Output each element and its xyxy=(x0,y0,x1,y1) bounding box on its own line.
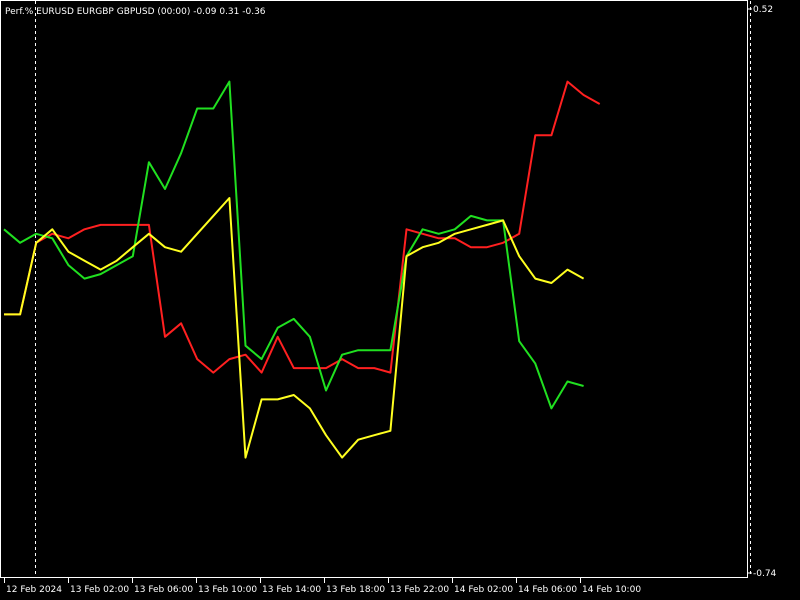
series-line-eurgbp xyxy=(3,80,584,410)
x-tick-label: 13 Feb 02:00 xyxy=(70,585,129,595)
y-axis: 0.52 -0.74 xyxy=(748,5,777,579)
x-tick-label: 14 Feb 10:00 xyxy=(582,585,641,595)
x-tick-label: 13 Feb 14:00 xyxy=(262,585,321,595)
plot-frame xyxy=(0,0,748,578)
x-tick-label: 13 Feb 18:00 xyxy=(326,585,385,595)
y-tick-label: -0.74 xyxy=(753,569,777,579)
x-tick-label: 14 Feb 02:00 xyxy=(454,585,513,595)
series-layer xyxy=(3,80,601,459)
y-tick-label: 0.52 xyxy=(753,5,773,15)
x-tick-label: 13 Feb 10:00 xyxy=(198,585,257,595)
x-axis: 12 Feb 2024 13 Feb 02:00 13 Feb 06:00 13 Fe… xyxy=(4,578,641,595)
indicator-legend: Perf.% EURUSD EURGBP GBPUSD (00:00) -0.0… xyxy=(5,7,266,17)
series-line-eurusd xyxy=(4,80,601,374)
x-tick-label: 13 Feb 06:00 xyxy=(134,585,193,595)
series-line-gbpusd xyxy=(4,197,585,459)
x-tick-label: 13 Feb 22:00 xyxy=(390,585,449,595)
session-separators xyxy=(35,1,751,577)
x-tick-label: 14 Feb 06:00 xyxy=(518,585,577,595)
x-tick-label: 12 Feb 2024 xyxy=(6,585,62,595)
